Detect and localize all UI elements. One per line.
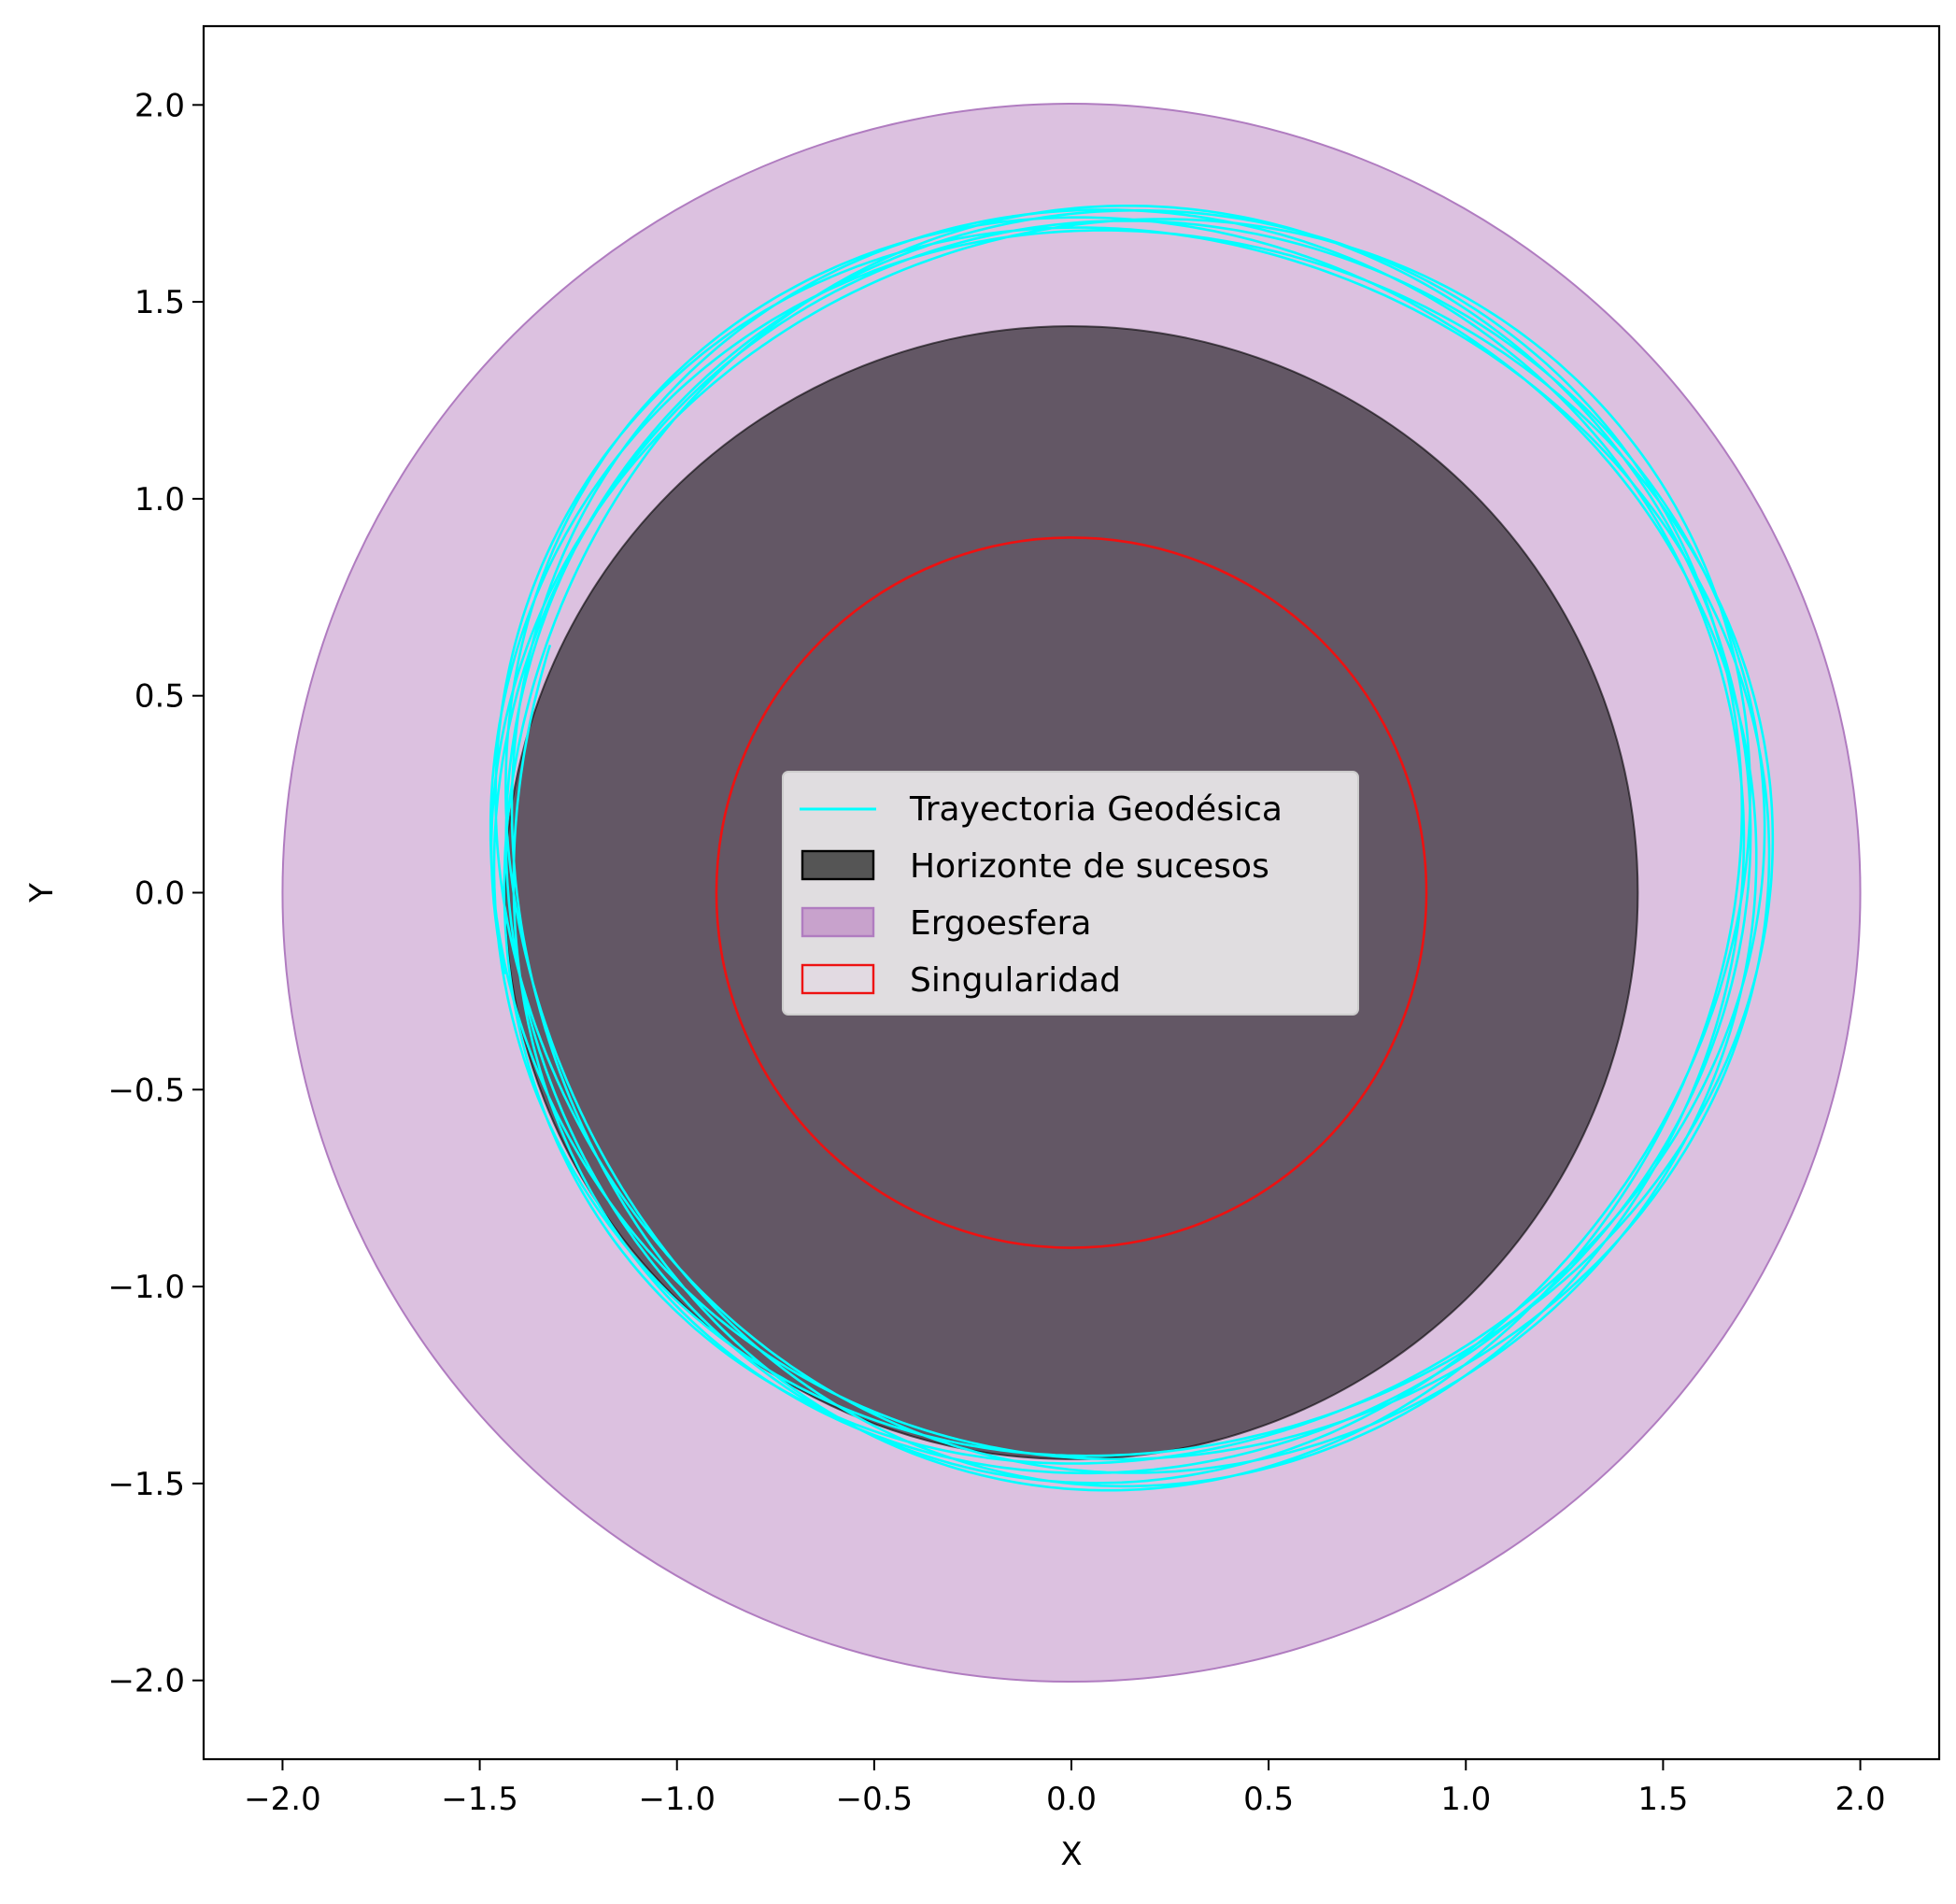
y-tick-label: −0.5 — [107, 1072, 185, 1109]
singularity-ring — [715, 536, 1428, 1249]
x-tick-label: 0.5 — [1243, 1781, 1294, 1818]
y-tick-label: 0.0 — [135, 875, 185, 913]
x-axis-label: X — [1060, 1836, 1082, 1873]
x-tick-label: 0.0 — [1046, 1781, 1097, 1818]
y-axis-label: Y — [23, 883, 61, 903]
legend-swatch-3 — [801, 963, 875, 995]
x-tick-label: −2.0 — [244, 1781, 321, 1818]
geodesic-trajectory-line — [489, 205, 1775, 1492]
y-tick-label: −1.0 — [107, 1269, 185, 1306]
y-tick-label: 1.5 — [135, 284, 185, 321]
y-tick-label: 1.0 — [135, 481, 185, 519]
y-tick-label: −1.5 — [107, 1466, 185, 1503]
x-tick-label: −1.0 — [638, 1781, 716, 1818]
y-tick-label: −2.0 — [107, 1663, 185, 1700]
legend-swatch-1 — [801, 849, 875, 881]
x-tick-label: 2.0 — [1836, 1781, 1886, 1818]
legend-label: Horizonte de sucesos — [910, 847, 1269, 886]
legend-label: Trayectoria Geodésica — [909, 790, 1283, 829]
y-axis: −2.0 −1.5 −1.0 −0.5 0.0 0.5 1.0 1.5 2.0 — [107, 87, 204, 1700]
x-axis: −2.0 −1.5 −1.0 −0.5 0.0 0.5 1.0 1.5 2.0 — [244, 1759, 1886, 1818]
y-tick-label: 2.0 — [135, 87, 185, 124]
legend-label: Singularidad — [910, 961, 1121, 1000]
legend: Trayectoria Geodésica Horizonte de suceso… — [782, 771, 1359, 1016]
legend-label: Ergoesfera — [910, 904, 1091, 943]
x-tick-label: 1.5 — [1637, 1781, 1688, 1818]
legend-box — [782, 771, 1359, 1016]
x-tick-label: −1.5 — [441, 1781, 518, 1818]
legend-swatch-2 — [801, 906, 875, 938]
x-tick-label: 1.0 — [1440, 1781, 1491, 1818]
y-tick-label: 0.5 — [135, 678, 185, 716]
x-tick-label: −0.5 — [836, 1781, 914, 1818]
